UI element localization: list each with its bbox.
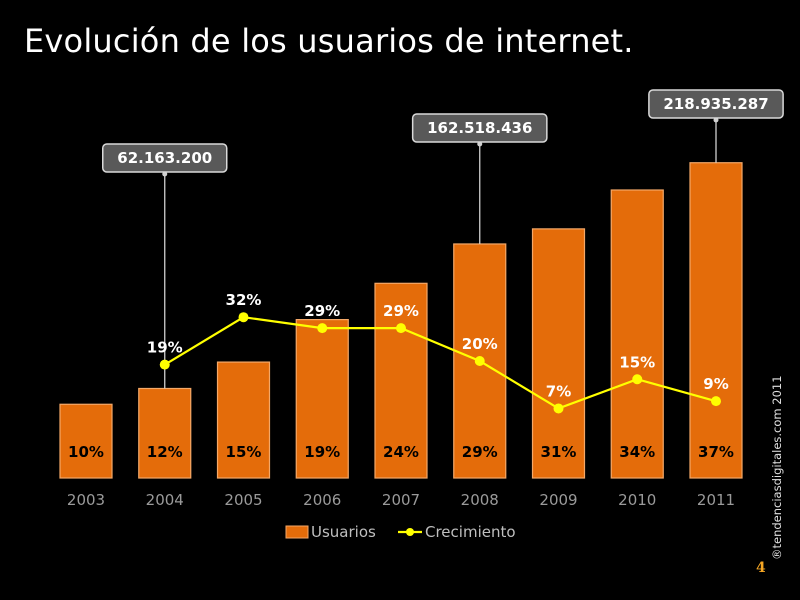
bar-label-2011: 37%: [698, 443, 734, 461]
x-tick-2005: 2005: [224, 491, 262, 509]
callout-text-2011: 218.935.287: [663, 95, 768, 113]
callout-text-2004: 62.163.200: [117, 149, 212, 167]
growth-label-2006: 29%: [304, 302, 340, 320]
x-tick-2010: 2010: [618, 491, 656, 509]
bar-2004: [138, 387, 192, 479]
callout-box-2004: [102, 143, 228, 173]
x-tick-2007: 2007: [382, 491, 420, 509]
legend-label-usuarios: Usuarios: [311, 523, 376, 541]
x-tick-2004: 2004: [146, 491, 184, 509]
bar-2006: [295, 319, 349, 479]
growth-point-2006: [317, 323, 328, 334]
bar-2003: [59, 403, 113, 479]
growth-point-2011: [711, 396, 721, 407]
growth-label-2011: 9%: [703, 375, 728, 393]
growth-label-2005: 32%: [226, 291, 262, 309]
callout-box-2011: [648, 89, 784, 119]
bar-label-2006: 19%: [304, 443, 340, 461]
growth-point-2008: [474, 356, 485, 366]
growth-label-2009: 7%: [546, 382, 571, 400]
growth-point-2009: [553, 403, 564, 414]
bar-label-2004: 12%: [147, 443, 183, 461]
bar-label-2010: 34%: [619, 443, 655, 461]
callouts-layer: 62.163.200 162.518.436 218.935.287: [102, 89, 784, 389]
slide-title: Evolución de los usuarios de internet.: [24, 22, 634, 60]
bar-label-2003: 10%: [68, 443, 104, 461]
growth-line: [164, 316, 717, 410]
growth-label-2010: 15%: [619, 353, 655, 371]
growth-label-2004: 19%: [147, 339, 183, 357]
x-tick-2003: 2003: [67, 491, 105, 509]
legend-swatch-usuarios: [285, 525, 309, 539]
legend-label-crecimiento: Crecimiento: [425, 523, 516, 541]
callout-box-2008: [411, 113, 548, 143]
page-number: 4: [756, 560, 766, 576]
bar-2011: [689, 162, 743, 479]
bar-2009: [531, 228, 586, 479]
x-axis: 2003 2004 2005 2006 2007 2008 2009 2010 2011: [67, 491, 735, 509]
bar-label-2005: 15%: [226, 443, 262, 461]
bars-layer: 10% 12% 15% 19% 24% 29% 31% 34% 37%: [59, 162, 743, 479]
x-tick-2006: 2006: [303, 491, 341, 509]
growth-point-2007: [396, 323, 406, 334]
growth-point-2010: [632, 374, 643, 385]
bar-2005: [216, 361, 271, 479]
callout-text-2008: 162.518.436: [427, 119, 532, 137]
growth-point-2005: [238, 312, 249, 323]
bar-label-2007: 24%: [383, 443, 419, 461]
growth-point-2004: [159, 359, 170, 370]
credit-text: ®tendenciasdigitales.com 2011: [770, 375, 784, 560]
bar-label-2008: 29%: [462, 443, 498, 461]
bar-2007: [374, 282, 428, 479]
x-tick-2008: 2008: [461, 491, 499, 509]
growth-label-2007: 29%: [383, 302, 419, 320]
legend: Usuarios Crecimiento: [285, 523, 516, 541]
growth-line-layer: 19% 32% 29% 29% 20% 7% 15% 9%: [147, 291, 729, 414]
growth-label-2008: 20%: [462, 335, 498, 353]
bar-label-2009: 31%: [541, 443, 577, 461]
bar-2010: [610, 189, 664, 479]
legend-swatch-dot-crecimiento: [406, 528, 414, 536]
x-tick-2011: 2011: [697, 491, 735, 509]
x-tick-2009: 2009: [539, 491, 577, 509]
